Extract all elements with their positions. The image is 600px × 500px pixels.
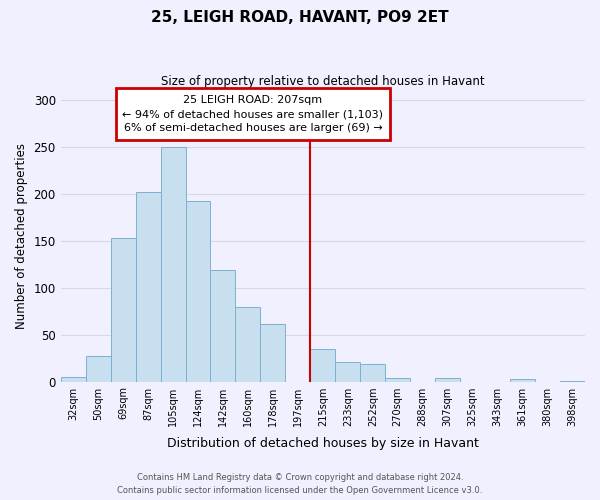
X-axis label: Distribution of detached houses by size in Havant: Distribution of detached houses by size … bbox=[167, 437, 479, 450]
Bar bbox=[435, 378, 460, 382]
Bar bbox=[260, 324, 286, 382]
Bar bbox=[110, 238, 136, 382]
Bar bbox=[211, 270, 235, 382]
Bar bbox=[61, 377, 86, 382]
Bar bbox=[161, 147, 185, 382]
Title: Size of property relative to detached houses in Havant: Size of property relative to detached ho… bbox=[161, 75, 485, 88]
Bar bbox=[136, 192, 161, 382]
Bar bbox=[560, 380, 585, 382]
Bar bbox=[385, 378, 410, 382]
Text: 25, LEIGH ROAD, HAVANT, PO9 2ET: 25, LEIGH ROAD, HAVANT, PO9 2ET bbox=[151, 10, 449, 25]
Y-axis label: Number of detached properties: Number of detached properties bbox=[15, 143, 28, 329]
Bar bbox=[335, 362, 360, 382]
Bar bbox=[185, 202, 211, 382]
Bar bbox=[510, 378, 535, 382]
Bar bbox=[235, 308, 260, 382]
Bar bbox=[86, 356, 110, 382]
Bar bbox=[310, 348, 335, 382]
Bar bbox=[360, 364, 385, 382]
Text: Contains HM Land Registry data © Crown copyright and database right 2024.
Contai: Contains HM Land Registry data © Crown c… bbox=[118, 474, 482, 495]
Text: 25 LEIGH ROAD: 207sqm
← 94% of detached houses are smaller (1,103)
6% of semi-de: 25 LEIGH ROAD: 207sqm ← 94% of detached … bbox=[122, 95, 383, 133]
